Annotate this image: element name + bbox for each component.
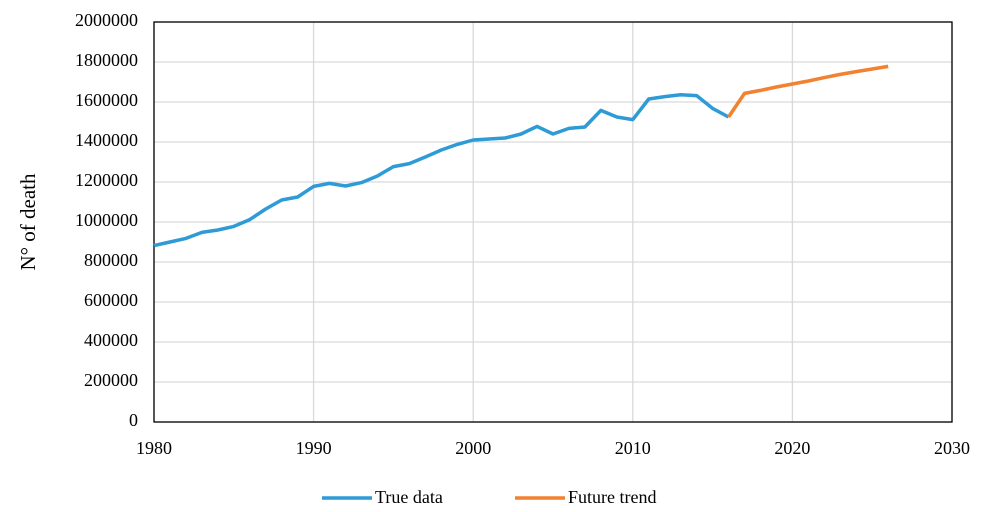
x-tick-label: 1990 [296, 438, 332, 458]
y-tick-label: 800000 [84, 250, 138, 270]
y-tick-label: 0 [129, 410, 138, 430]
y-tick-label: 1000000 [75, 210, 138, 230]
y-tick-label: 1600000 [75, 90, 138, 110]
y-axis-label: N° of death [16, 173, 40, 271]
x-tick-label: 2020 [774, 438, 810, 458]
y-tick-label: 1800000 [75, 50, 138, 70]
y-tick-label: 600000 [84, 290, 138, 310]
y-tick-label: 1200000 [75, 170, 138, 190]
data-line [727, 64, 889, 118]
y-tick-label: 1400000 [75, 130, 138, 150]
x-tick-label: 2010 [615, 438, 651, 458]
plot-frame [153, 21, 953, 423]
legend-label: True data [375, 487, 443, 507]
y-tick-label: 400000 [84, 330, 138, 350]
x-tick-label: 2030 [934, 438, 970, 458]
x-tick-label: 1980 [136, 438, 172, 458]
x-tick-label: 2000 [455, 438, 491, 458]
data-line [153, 93, 730, 248]
y-tick-label: 2000000 [75, 10, 138, 30]
legend-label: Future trend [568, 487, 656, 507]
y-tick-label: 200000 [84, 370, 138, 390]
